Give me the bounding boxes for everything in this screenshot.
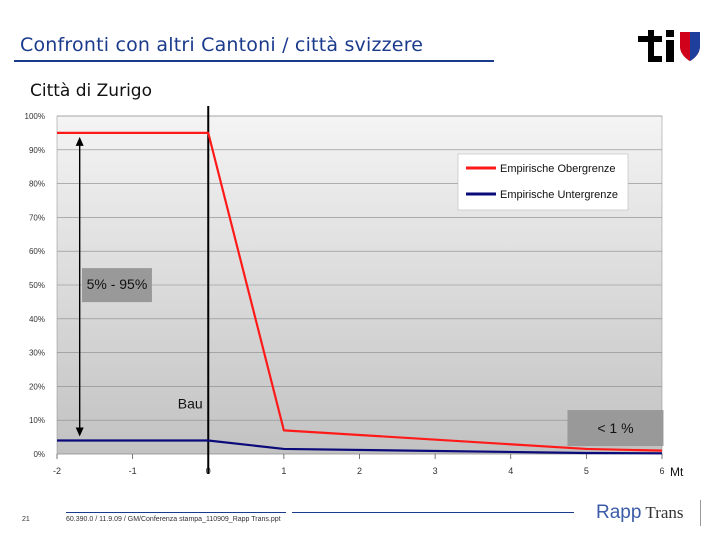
y-tick-labels: 0% 10% 20% 30% 40% 50% 60% 70% 80% 90% 100%	[25, 112, 45, 459]
series-lines	[57, 131, 663, 455]
footer-line	[292, 512, 574, 513]
footer-reference: 60.390.0 / 11.9.09 / GM/Conferenza stamp…	[66, 516, 281, 523]
x-tick-label: 1	[281, 466, 286, 476]
x-axis-label: Mt	[670, 465, 684, 479]
x-tick-label: -1	[129, 466, 137, 476]
x-tick-label: -2	[53, 466, 61, 476]
brand-primary: Rapp	[596, 502, 642, 523]
legend	[457, 153, 629, 211]
range-label: 5% - 95%	[87, 276, 148, 292]
y-tick-label: 20%	[29, 382, 45, 391]
chart-subtitle: Città di Zurigo	[30, 81, 152, 101]
brand-secondary: Trans	[645, 503, 684, 522]
slide-title: Confronti con altri Cantoni / città sviz…	[20, 34, 424, 56]
x-tick-label: 3	[433, 466, 438, 476]
y-tick-label: 70%	[29, 213, 45, 222]
y-tick-label: 50%	[29, 281, 45, 290]
brand-logo: Rapp Trans	[596, 502, 684, 524]
title-underline	[14, 60, 494, 62]
range-label-box	[81, 268, 152, 303]
grid-lines	[56, 115, 663, 459]
x-tick-labels: -2-10123456	[53, 466, 665, 476]
footer-line	[66, 512, 286, 513]
range-arrow	[75, 136, 84, 437]
line-chart: 0%10%20%30%40%50%60%70%80%90%100% -2-101…	[25, 106, 684, 479]
range-arrow-head-up	[75, 136, 84, 146]
x-tick-label: 5	[584, 466, 589, 476]
x-tick-label: 6	[659, 466, 664, 476]
small-label: < 1 %	[597, 420, 633, 436]
series-upper-line	[57, 131, 663, 452]
y-tick-label: 100%	[25, 112, 45, 121]
bau-label: Bau	[178, 395, 203, 411]
ticino-logo-icon	[636, 26, 702, 64]
y-tick-label: 0%	[33, 450, 45, 459]
y-tick-label: 80%	[29, 180, 45, 189]
chart-container: 0%10%20%30%40%50%60%70%80%90%100% -2-101…	[0, 100, 720, 485]
y-tick-label: 30%	[29, 349, 45, 358]
series-lower-line	[57, 439, 663, 455]
y-tick-label: 60%	[29, 247, 45, 256]
x-tick-label: 4	[508, 466, 513, 476]
y-tick-label: 40%	[29, 315, 45, 324]
y-tick-label: 90%	[29, 146, 45, 155]
legend-label-upper: Empirische Obergrenze	[500, 163, 616, 175]
y-tick-label: 10%	[29, 416, 45, 425]
page-number: 21	[22, 516, 30, 523]
brand-divider	[700, 500, 701, 526]
range-arrow-head-down	[75, 427, 84, 437]
small-label-box	[567, 410, 664, 447]
x-tick-label: 2	[357, 466, 362, 476]
legend-label-lower: Empirische Untergrenze	[500, 189, 618, 201]
